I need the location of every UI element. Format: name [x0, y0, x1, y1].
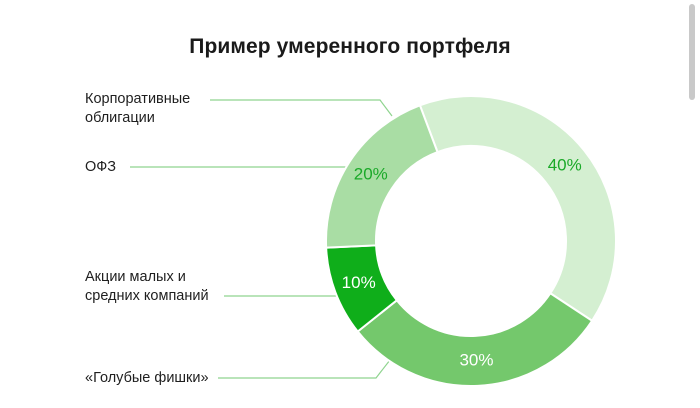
legend-label-small-mid-caps-line2: средних компаний	[85, 288, 209, 304]
slice-label-ofz: 20%	[354, 164, 388, 183]
leader-line-corporate-bonds	[210, 99, 393, 117]
donut-slices	[325, 95, 617, 387]
legend-label-corporate-bonds-line1: Корпоративные	[85, 91, 191, 107]
legend-label-ofz: ОФЗ	[85, 159, 117, 175]
slice-label-blue-chips: 30%	[459, 350, 493, 369]
leader-line-blue-chips	[218, 359, 391, 379]
chart-title: Пример умеренного портфеля	[189, 35, 511, 58]
legend-label-corporate-bonds-line2: облигации	[85, 110, 155, 126]
slice-label-small-mid-caps: 10%	[342, 273, 376, 292]
scrollbar-thumb[interactable]	[689, 4, 695, 100]
leader-lines	[130, 99, 393, 379]
donut-slice-ofz	[325, 104, 439, 249]
slice-label-corporate-bonds: 40%	[548, 156, 582, 175]
donut-slice-blue-chips	[356, 291, 594, 387]
legend-label-small-mid-caps-line1: Акции малых и	[85, 269, 186, 285]
legend-label-small-mid-caps: Акции малых и средних компаний	[85, 268, 209, 306]
legend-label-blue-chips: «Голубые фишки»	[85, 370, 209, 386]
slice-labels: 40% 30% 10% 20%	[342, 156, 582, 370]
legend-label-corporate-bonds: Корпоративные облигации	[85, 90, 190, 128]
donut-slice-corporate-bonds	[418, 95, 617, 323]
